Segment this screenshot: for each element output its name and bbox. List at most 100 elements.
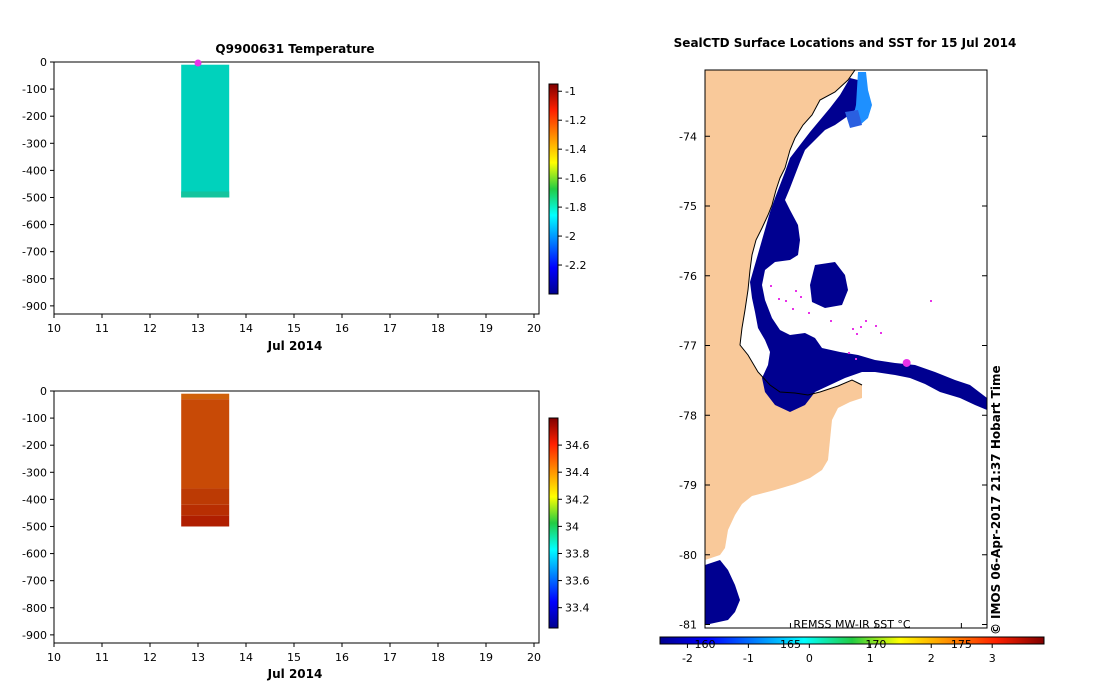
sst-colorbar-tick-label: -2 [682, 652, 693, 665]
y-tick-label: -600 [22, 219, 47, 232]
lat-tick-label: -79 [679, 479, 697, 492]
colorbar-tick-label: 33.4 [565, 602, 590, 615]
temperature-x-label: Jul 2014 [267, 339, 323, 353]
x-tick-label: 18 [431, 322, 445, 335]
y-tick-label: -800 [22, 273, 47, 286]
colorbar-tick-label: -1.6 [565, 172, 586, 185]
y-tick-label: -700 [22, 575, 47, 588]
sst-colorbar-tick-label: -1 [743, 652, 754, 665]
sst-point [875, 325, 877, 327]
temperature-panel: Q9900631 Temperature 0 -100 -200 -300 -400 -5… [22, 42, 586, 353]
lon-tick-label: 175 [951, 638, 972, 651]
map-area [705, 70, 987, 628]
salinity-colorbar-ticks: 34.6 34.4 34.2 34 33.8 33.6 33.4 [558, 439, 590, 615]
sst-point [808, 312, 810, 314]
colorbar-tick-label: -1.8 [565, 201, 586, 214]
colorbar-label: REMSS MW-IR SST °C [793, 618, 911, 631]
x-tick-label: 16 [335, 651, 349, 664]
lon-tick-label: 170 [865, 638, 886, 651]
salinity-layer [181, 504, 230, 516]
lon-tick-label: 165 [780, 638, 801, 651]
temperature-profile-bottom-layer [181, 191, 230, 198]
y-tick-label: -400 [22, 164, 47, 177]
map-longitude-axis: 160 165 170 175 [695, 623, 972, 651]
map-latitude-axis: -74 -75 -76 -77 -78 -79 -80 -81 [679, 130, 987, 632]
x-tick-label: 16 [335, 322, 349, 335]
sst-colorbar-tick-label: 0 [806, 652, 813, 665]
colorbar-tick-label: 34.6 [565, 439, 590, 452]
salinity-layer [181, 393, 230, 400]
y-tick-label: -900 [22, 629, 47, 642]
sst-point [770, 285, 772, 287]
salinity-x-label: Jul 2014 [267, 667, 323, 681]
x-tick-label: 17 [383, 322, 397, 335]
x-tick-label: 10 [47, 322, 61, 335]
colorbar-tick-label: -2.2 [565, 259, 586, 272]
x-tick-label: 13 [191, 651, 205, 664]
sst-point [778, 298, 780, 300]
sst-point [848, 352, 850, 354]
salinity-layer [181, 488, 230, 505]
lat-tick-label: -81 [679, 619, 697, 632]
x-tick-label: 19 [479, 322, 493, 335]
map-frame [704, 69, 988, 629]
sst-colorbar-tick-label: 3 [989, 652, 996, 665]
sst-point [865, 320, 867, 322]
x-tick-label: 15 [287, 651, 301, 664]
map-panel: SealCTD Surface Locations and SST for 15… [659, 36, 1045, 665]
y-tick-label: -200 [22, 439, 47, 452]
sst-point [792, 308, 794, 310]
y-tick-label: -300 [22, 137, 47, 150]
y-tick-label: -900 [22, 300, 47, 313]
x-tick-label: 12 [143, 322, 157, 335]
salinity-colorbar [548, 417, 559, 629]
lat-tick-label: -80 [679, 549, 697, 562]
temperature-colorbar-ticks: -1 -1.2 -1.4 -1.6 -1.8 -2 -2.2 [558, 85, 586, 272]
sea-mid-northeast [845, 110, 862, 128]
y-tick-label: -600 [22, 548, 47, 561]
y-tick-label: -700 [22, 246, 47, 259]
sst-point [852, 328, 854, 330]
lat-tick-label: -74 [679, 130, 697, 143]
sst-point [785, 300, 787, 302]
salinity-x-axis: 10 11 12 13 14 15 16 17 18 19 20 [47, 643, 541, 664]
coastline [739, 70, 863, 396]
salinity-y-axis: 0 -100 -200 -300 -400 -500 -600 -700 -800 -900 [22, 385, 54, 642]
x-tick-label: 17 [383, 651, 397, 664]
x-tick-label: 18 [431, 651, 445, 664]
x-tick-label: 14 [239, 651, 253, 664]
surface-marker [194, 59, 202, 67]
temperature-x-axis: 10 11 12 13 14 15 16 17 18 19 20 [47, 314, 541, 335]
colorbar-tick-label: -1 [565, 85, 576, 98]
sst-colorbar-tick-label: 1 [867, 652, 874, 665]
sparse-sst-points [770, 285, 932, 360]
colorbar-tick-label: -2 [565, 230, 576, 243]
x-tick-label: 11 [95, 322, 109, 335]
map-title: SealCTD Surface Locations and SST for 15… [674, 36, 1017, 50]
x-tick-label: 13 [191, 322, 205, 335]
sst-point [830, 320, 832, 322]
colorbar-tick-label: -1.4 [565, 143, 586, 156]
lon-tick-label: 160 [695, 638, 716, 651]
land-mass [705, 70, 862, 560]
temperature-profile-bar [181, 64, 230, 198]
lat-tick-label: -78 [679, 409, 697, 422]
y-tick-label: -200 [22, 110, 47, 123]
temperature-colorbar [548, 83, 559, 295]
sst-point [855, 358, 857, 360]
x-tick-label: 20 [527, 651, 541, 664]
colorbar-tick-label: 34.2 [565, 493, 590, 506]
location-marker [902, 358, 911, 367]
y-tick-label: -500 [22, 520, 47, 533]
sst-colorbar-tick-label: 2 [928, 652, 935, 665]
x-tick-label: 15 [287, 322, 301, 335]
sst-point [800, 296, 802, 298]
credit-text: IMOS 06-Apr-2017 21:37 Hobart Time [989, 365, 1003, 619]
x-tick-label: 11 [95, 651, 109, 664]
salinity-layer [181, 515, 230, 527]
x-tick-label: 10 [47, 651, 61, 664]
sea-cold-band [750, 78, 987, 412]
salinity-panel: 0 -100 -200 -300 -400 -500 -600 -700 -800 -900 10… [22, 385, 589, 681]
x-tick-label: 14 [239, 322, 253, 335]
